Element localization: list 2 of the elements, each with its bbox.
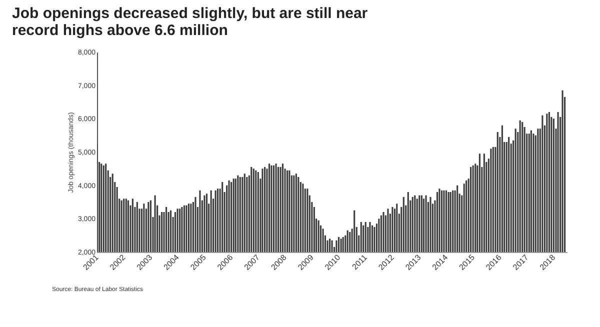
text: record highs above 6.6 million xyxy=(12,22,228,39)
text: Job openings decreased slightly, but are still near xyxy=(12,5,368,22)
